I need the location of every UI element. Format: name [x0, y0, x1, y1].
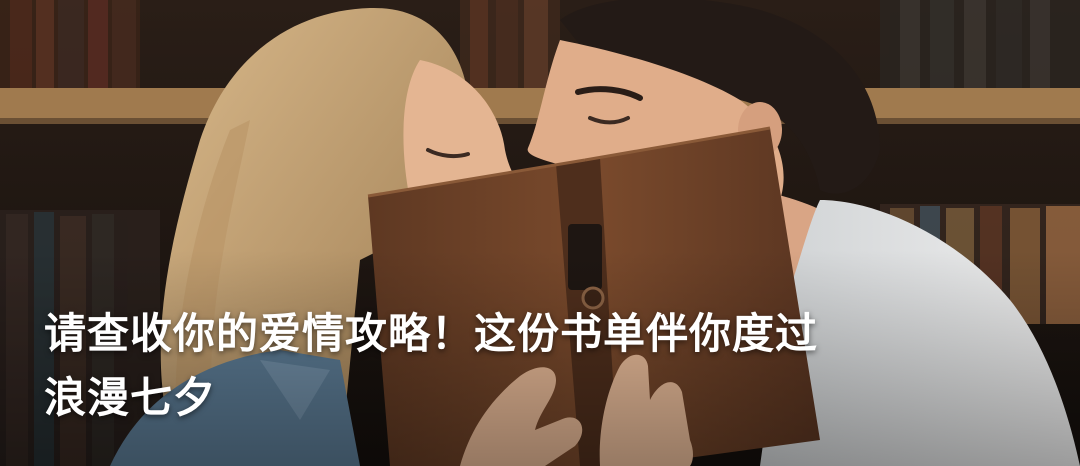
headline-caption: 请查收你的爱情攻略！这份书单伴你度过 浪漫七夕 — [44, 309, 819, 422]
bookshelf-top — [0, 0, 1080, 88]
woman-face — [403, 60, 517, 202]
man-hair — [560, 0, 880, 194]
